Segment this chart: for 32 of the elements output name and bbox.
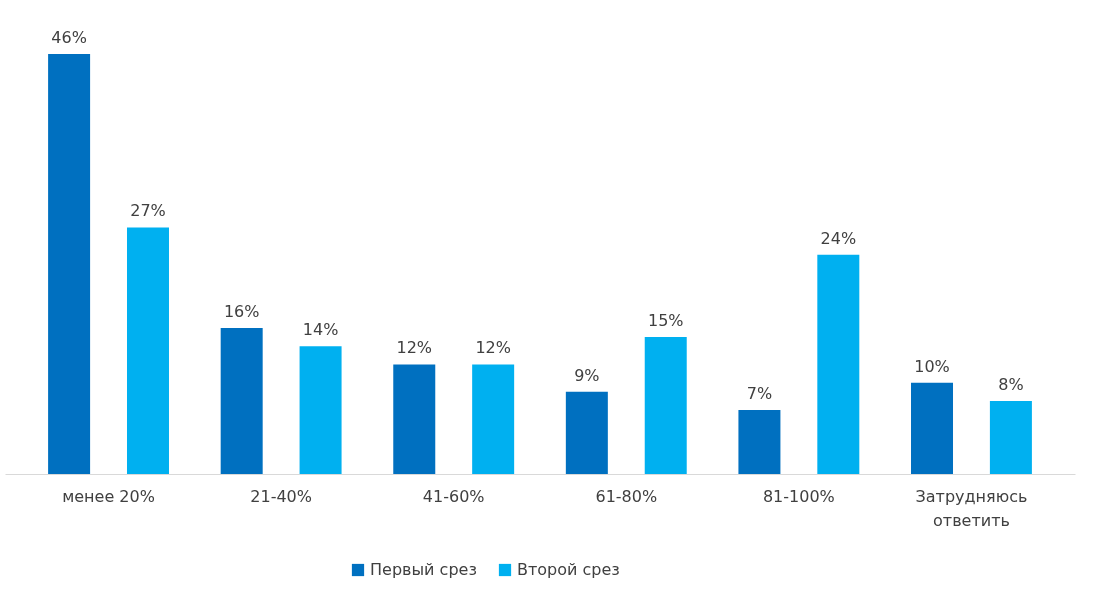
bar <box>989 400 1032 474</box>
legend-label: Второй срез <box>517 560 620 579</box>
bar <box>220 327 263 474</box>
data-label: 10% <box>914 356 950 376</box>
bar <box>738 410 781 474</box>
data-label: 16% <box>223 301 260 321</box>
legend-label: Первый срез <box>370 560 477 579</box>
data-label: 12% <box>396 338 433 358</box>
data-label: 24% <box>820 228 857 248</box>
bar <box>817 254 860 474</box>
data-label: 8% <box>998 374 1024 394</box>
bar <box>127 227 169 474</box>
x-tick-label: менее 20% <box>62 486 155 506</box>
x-tick-label: 61-80% <box>595 486 658 506</box>
data-label: 46% <box>51 28 87 47</box>
data-label: 12% <box>475 338 511 358</box>
data-label: 27% <box>130 201 166 221</box>
x-tick-label: 21-40% <box>250 486 312 506</box>
bar <box>472 364 515 474</box>
data-label: 7% <box>746 384 773 404</box>
data-label: 14% <box>302 320 339 340</box>
x-tick-label: 81-100% <box>762 486 835 506</box>
data-label: 15% <box>647 311 684 331</box>
bar <box>644 337 687 474</box>
bar <box>299 346 342 474</box>
x-tick-label: Затрудняюсь ответить <box>915 486 1028 530</box>
x-tick-label: 41-60% <box>422 486 485 506</box>
bar <box>565 391 608 474</box>
data-label: 9% <box>574 365 600 385</box>
bar <box>48 54 91 474</box>
bar <box>911 382 953 474</box>
bar <box>393 364 436 474</box>
